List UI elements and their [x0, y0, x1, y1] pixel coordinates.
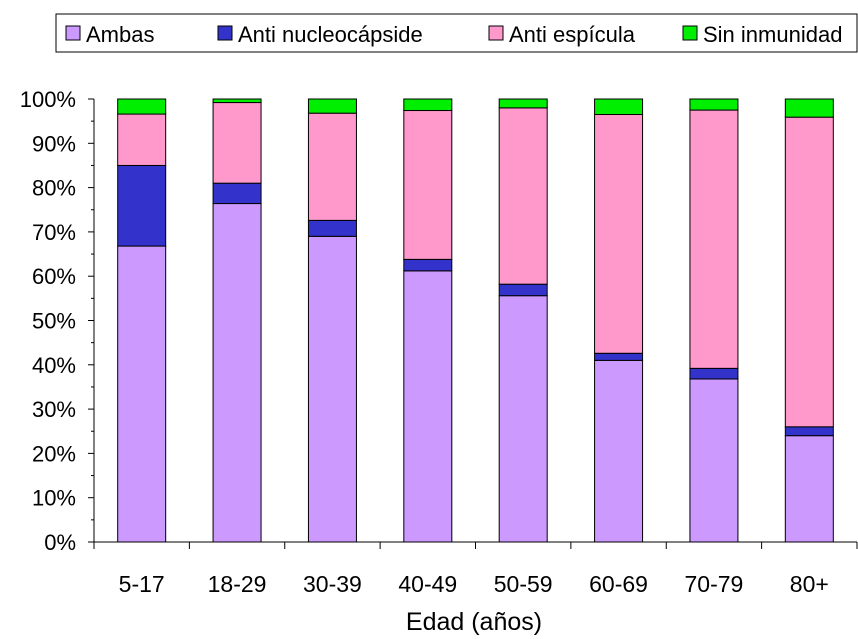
legend-swatch: [682, 25, 698, 41]
x-tick-label: 40-49: [398, 571, 457, 597]
y-tick-label: 0%: [44, 530, 76, 555]
bar-segment: [212, 182, 262, 205]
bar-segment: [403, 110, 453, 260]
bar-segment: [498, 107, 548, 285]
bar-segment: [498, 283, 548, 297]
bar-segment: [307, 219, 357, 237]
y-tick-label: 30%: [32, 397, 76, 422]
legend-label: Anti nucleocápside: [238, 22, 423, 47]
legend-label: Ambas: [86, 22, 154, 47]
bar-segment: [594, 114, 644, 354]
bar-segment: [594, 352, 644, 361]
y-tick-label: 90%: [32, 131, 76, 156]
bar-segment: [689, 378, 739, 543]
bar-segment: [784, 116, 834, 428]
bar-segment: [498, 295, 548, 543]
bar-segment: [117, 113, 167, 166]
bar-segment: [212, 98, 262, 104]
bar-segment: [117, 245, 167, 543]
y-tick-label: 70%: [32, 220, 76, 245]
legend: Ambas Anti nucleocápside Anti espícula Sin …: [55, 13, 858, 53]
bar-segment: [403, 98, 453, 112]
x-axis-label: Edad (años): [406, 608, 542, 636]
legend-label: Anti espícula: [509, 22, 636, 47]
x-tick-label: 50-59: [494, 571, 553, 597]
bar-segment: [403, 258, 453, 272]
bar-segment: [784, 435, 834, 543]
x-tick-label: 80+: [790, 571, 829, 597]
legend-swatch: [488, 25, 504, 41]
bar-segment: [307, 98, 357, 114]
x-tick-label: 70-79: [685, 571, 744, 597]
bar-segment: [307, 235, 357, 543]
bar-segment: [117, 98, 167, 115]
bar-segment: [212, 102, 262, 184]
x-tick-label: 30-39: [303, 571, 362, 597]
bar-segment: [689, 367, 739, 380]
y-axis: 0% 10% 20% 30% 40% 50% 60% 70% 80% 90% 100%: [20, 87, 95, 555]
bar-segment: [689, 109, 739, 369]
y-tick-label: 20%: [32, 441, 76, 466]
y-tick-label: 40%: [32, 353, 76, 378]
bar-segment: [403, 270, 453, 543]
bar-segment: [594, 98, 644, 116]
y-tick-label: 80%: [32, 176, 76, 201]
bar-segment: [212, 203, 262, 543]
bar-segment: [307, 112, 357, 221]
y-tick-label: 10%: [32, 486, 76, 511]
legend-label: Sin inmunidad: [703, 22, 842, 47]
x-tick-label: 5-17: [119, 571, 165, 597]
legend-swatch: [217, 25, 233, 41]
legend-swatch: [65, 25, 81, 41]
x-tick-label: 60-69: [589, 571, 648, 597]
bar-segment: [689, 98, 739, 111]
bar-segment: [117, 164, 167, 247]
bar-segment: [594, 359, 644, 543]
x-tick-label: 18-29: [208, 571, 267, 597]
bar-segment: [784, 426, 834, 437]
x-axis: 5-17 18-29 30-39 40-49 50-59 60-69 70-79 80+: [93, 541, 858, 597]
bar-segment: [498, 98, 548, 109]
legend-box: [55, 13, 858, 53]
y-tick-label: 60%: [32, 264, 76, 289]
y-tick-label: 100%: [20, 87, 76, 112]
bar-segment: [784, 98, 834, 118]
y-tick-label: 50%: [32, 309, 76, 334]
bars: [117, 98, 834, 543]
